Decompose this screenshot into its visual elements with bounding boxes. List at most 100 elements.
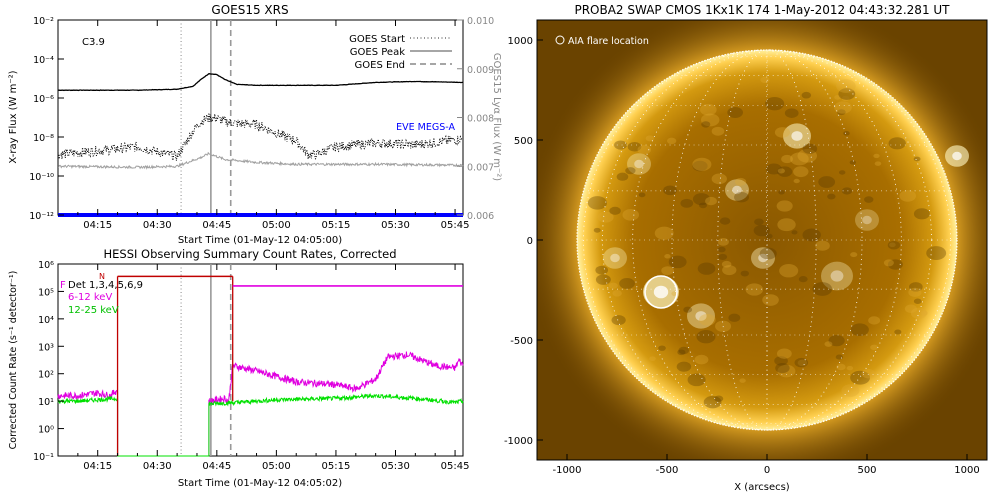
hessi-x-tick-label: 04:45 [202, 461, 231, 472]
solar-texture [794, 357, 809, 368]
solar-texture [597, 211, 614, 223]
solar-texture [864, 196, 874, 203]
hessi-y-axis-label: Corrected Count Rate (s⁻¹ detector⁻¹) [8, 271, 19, 450]
hessi-y-tick-label: 10³ [38, 342, 54, 353]
eve-megs-label: EVE MEGS-A [396, 122, 455, 133]
solar-texture [888, 137, 906, 150]
solar-texture [827, 193, 836, 200]
solar-texture [739, 378, 746, 383]
solar-texture [793, 178, 800, 184]
solar-texture [838, 88, 856, 100]
solar-texture [850, 370, 870, 385]
goes-x-axis-label: Start Time (01-May-12 04:05:00) [178, 235, 342, 246]
solar-texture [765, 163, 782, 175]
solar-texture [711, 126, 725, 136]
swap-x-tick-label: 500 [857, 465, 876, 476]
solar-texture [658, 345, 666, 351]
solar-texture [861, 368, 876, 379]
solar-texture [593, 227, 601, 233]
hessi-plot-frame [57, 263, 464, 457]
active-region-glow [855, 209, 879, 231]
swap-y-tick-label: -500 [510, 336, 533, 347]
solar-texture [802, 228, 821, 242]
goes-x-tick-label: 05:45 [441, 220, 470, 231]
solar-texture [913, 156, 921, 162]
hessi-y-tick-label: 10¹ [38, 397, 54, 408]
hessi-title: HESSI Observing Summary Count Rates, Cor… [103, 247, 396, 261]
solar-texture [777, 168, 785, 174]
solar-texture [910, 307, 927, 319]
solar-texture [697, 262, 716, 275]
solar-texture [815, 240, 830, 251]
active-region-glow [687, 303, 715, 329]
solar-texture [608, 282, 618, 289]
active-region-glow [603, 247, 627, 269]
solar-texture [587, 196, 608, 210]
solar-texture [692, 157, 712, 171]
solar-texture [680, 198, 694, 208]
active-region-glow [725, 179, 749, 201]
solar-texture [762, 294, 779, 306]
solar-texture [714, 395, 724, 402]
goes-panel: GOES15 XRS 04:15 04:30 04:45 05:00 05:15 05:3… [8, 3, 502, 246]
solar-texture [717, 246, 726, 253]
swap-image [537, 20, 987, 460]
active-region-core [610, 253, 620, 263]
goes-x-tick-label: 04:45 [202, 220, 231, 231]
solar-texture [846, 365, 854, 371]
solar-texture [694, 354, 709, 365]
solar-texture [873, 153, 880, 159]
solar-texture [850, 252, 858, 258]
solar-texture [721, 260, 732, 268]
solar-texture [835, 354, 843, 360]
solar-texture [625, 167, 636, 175]
solar-texture [668, 255, 687, 269]
solar-texture [717, 237, 729, 246]
solar-texture [779, 264, 799, 278]
hessi-y-tick-label: 10⁶ [38, 260, 54, 271]
solar-texture [703, 395, 722, 409]
goes-y-tick-label: 10⁻¹² [29, 211, 54, 222]
solar-texture [802, 143, 818, 154]
solar-texture [727, 106, 743, 118]
solar-texture [883, 259, 894, 267]
solar-texture [734, 191, 749, 203]
goes-legend: GOES Start GOES Peak GOES End [349, 34, 452, 71]
goes-y-axis-label: X-ray Flux (W m⁻²) [8, 70, 19, 163]
active-region-core [634, 159, 644, 169]
solar-texture [612, 290, 622, 297]
solar-texture [616, 172, 629, 181]
legend-flare-circle-icon [555, 35, 565, 45]
goes-series-long-channel [58, 73, 463, 92]
legend-6-12-kev: 6-12 keV [68, 292, 112, 303]
solar-texture [734, 177, 747, 186]
solar-texture [745, 283, 764, 296]
swap-x-tick-label: -1000 [552, 465, 581, 476]
solar-texture [753, 224, 770, 237]
hessi-y-tick-label: 10² [38, 370, 54, 381]
solar-texture [870, 344, 879, 351]
goes-y-tick-label: 10⁻⁸ [33, 133, 54, 144]
solar-texture [700, 103, 717, 116]
swap-axes: -1000 -500 0 500 1000 1000 500 0 -500 -1000 [504, 36, 980, 476]
solar-texture [765, 233, 773, 239]
swap-y-tick-label: 500 [514, 136, 533, 147]
solar-texture [798, 276, 808, 283]
solar-texture [836, 363, 846, 371]
goes-y-tick-label: 10⁻² [33, 16, 54, 27]
solar-texture [790, 152, 809, 166]
solar-texture [793, 166, 809, 178]
solar-texture [834, 101, 852, 114]
active-region-core [862, 215, 872, 225]
swap-panel: PROBA2 SWAP CMOS 1Kx1K 174 1-May-2012 04… [504, 3, 988, 493]
solar-texture [637, 144, 652, 155]
solar-texture [715, 320, 732, 332]
solar-texture [676, 361, 692, 372]
solar-texture [666, 137, 677, 145]
legend-goes-peak-label: GOES Peak [350, 47, 405, 58]
solar-texture [696, 330, 716, 344]
solar-texture [683, 306, 693, 313]
solar-texture [836, 79, 856, 93]
solar-texture [834, 95, 841, 100]
solar-texture [868, 316, 881, 325]
